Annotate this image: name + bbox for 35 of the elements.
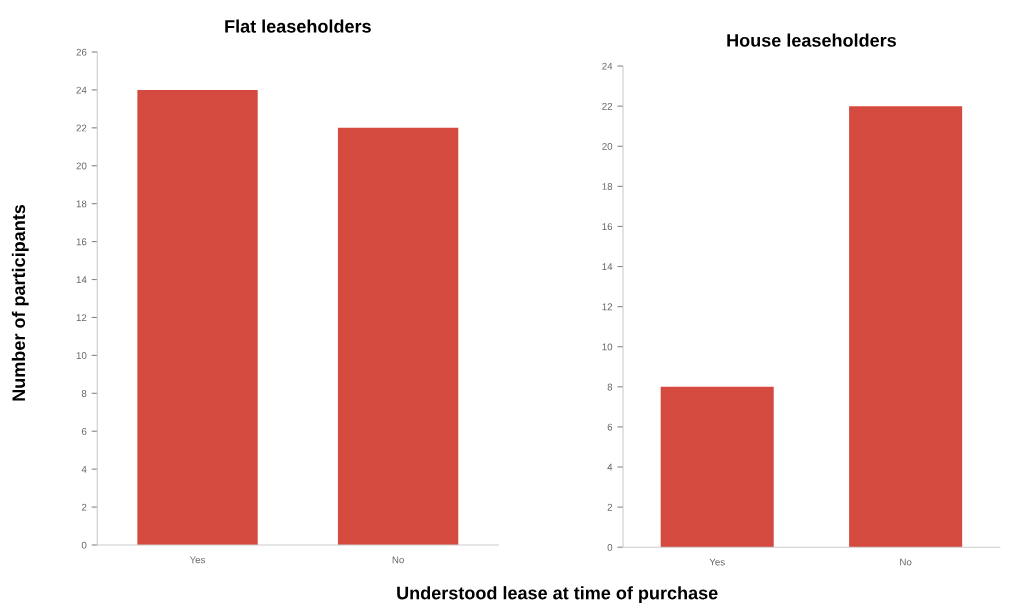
- y-tick-label: 4: [81, 465, 87, 473]
- y-tick-label: 0: [607, 543, 613, 551]
- y-tick-label: 0: [81, 541, 87, 549]
- y-tick-label: 22: [76, 124, 87, 132]
- y-tick-label: 24: [602, 62, 613, 70]
- y-tick-label: 26: [76, 48, 87, 56]
- y-tick-label: 20: [602, 142, 613, 150]
- x-tick-label: No: [900, 558, 912, 566]
- y-tick-label: 20: [76, 162, 87, 170]
- y-tick-label: 14: [76, 276, 87, 284]
- y-tick-label: 12: [602, 303, 613, 311]
- chart-title: Flat leaseholders: [225, 19, 371, 33]
- x-axis-title: Understood lease at time of purchase: [397, 586, 718, 603]
- y-tick-label: 22: [602, 102, 613, 110]
- y-tick-label: 14: [602, 263, 613, 271]
- y-tick-label: 18: [602, 183, 613, 190]
- y-tick-label: 8: [81, 390, 87, 397]
- y-tick-label: 16: [602, 223, 613, 231]
- y-axis-title: Number of participants: [11, 204, 29, 401]
- chart-title: House leaseholders: [727, 33, 896, 47]
- x-tick-label: Yes: [709, 558, 725, 566]
- y-tick-label: 10: [76, 352, 87, 359]
- y-tick-label: 6: [81, 427, 87, 435]
- y-tick-label: 18: [76, 200, 87, 208]
- y-tick-label: 6: [607, 423, 613, 431]
- y-tick-label: 2: [607, 503, 613, 511]
- y-tick-label: 8: [607, 383, 613, 391]
- x-tick-label: No: [392, 556, 404, 564]
- y-tick-label: 24: [76, 86, 87, 94]
- y-tick-label: 10: [602, 343, 613, 351]
- y-tick-label: 2: [81, 503, 87, 511]
- y-tick-label: 4: [607, 463, 613, 471]
- x-tick-label: Yes: [189, 556, 206, 564]
- y-tick-label: 16: [76, 238, 87, 246]
- y-tick-label: 12: [76, 314, 87, 321]
